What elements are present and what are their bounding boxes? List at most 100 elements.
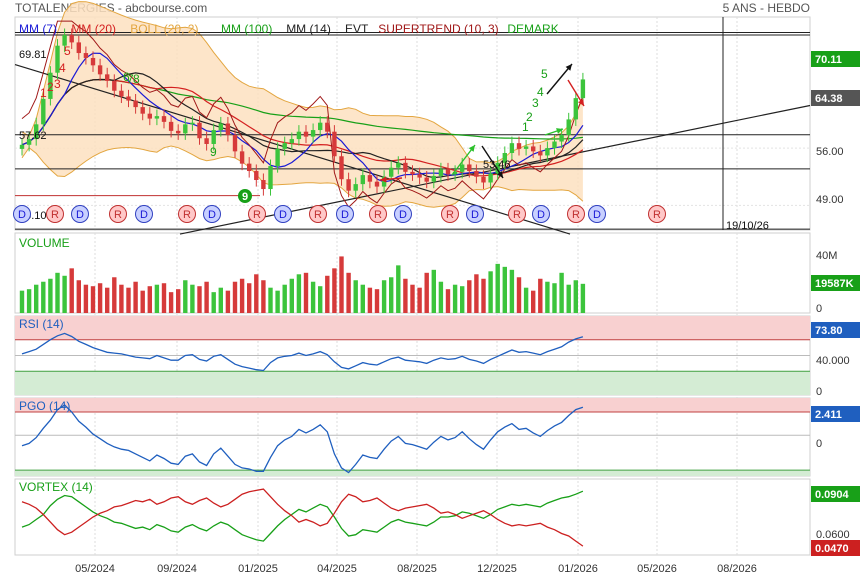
candle-body: [389, 167, 394, 177]
pgo-line: [21, 404, 584, 474]
volume-tick-0: 0: [816, 303, 822, 315]
candle-body: [431, 175, 436, 182]
volume-bar: [389, 277, 394, 313]
earnings-marker-label: D: [279, 209, 287, 221]
candle-body: [268, 166, 273, 190]
candle-body: [183, 124, 188, 134]
demark-count-down: 3: [54, 77, 61, 91]
volume-bar: [41, 281, 46, 313]
arrow-up-black: [546, 63, 573, 95]
earnings-marker-d: [588, 205, 606, 223]
price-tick-56: 56.00: [816, 146, 844, 158]
earnings-marker-r: [178, 205, 196, 223]
volume-bar: [126, 287, 131, 313]
header-left-title: TOTALENERGIES - abcbourse.com: [15, 1, 208, 15]
arrow-down-red-head: [578, 99, 584, 106]
volume-bar: [55, 272, 60, 313]
volume-bar: [254, 274, 259, 313]
volume-bar: [374, 289, 380, 313]
earnings-marker-d: [274, 205, 292, 223]
volume-bar: [509, 269, 515, 313]
arrow-green-up-head: [468, 145, 475, 152]
demark-count-down: 2: [47, 80, 54, 94]
volume-bar: [76, 280, 81, 313]
volume-bar: [176, 289, 181, 313]
panel-frame-4: [14, 478, 811, 556]
arrow-red-left-head: [380, 176, 387, 183]
demark-count-down: 6: [123, 70, 130, 84]
candle-body: [19, 144, 25, 149]
volume-bar: [417, 287, 422, 313]
volume-bar: [488, 271, 493, 313]
volume-bar: [197, 286, 202, 313]
legend-item: MM (20): [71, 22, 116, 36]
candle-body: [90, 57, 96, 66]
supertrend-line: [21, 20, 584, 208]
pgo-badge: 2.411: [815, 409, 842, 421]
legend-item: MM (7): [19, 22, 57, 36]
earnings-marker-label: D: [593, 209, 601, 221]
candle-body: [303, 131, 309, 137]
candle-body: [83, 53, 89, 58]
candle-body: [481, 176, 486, 183]
candle-body: [488, 173, 493, 183]
candle-body: [76, 42, 81, 54]
volume-bar: [69, 268, 74, 313]
arrow-right-green-head: [556, 128, 563, 134]
volume-bar: [360, 284, 365, 313]
candle-body: [566, 119, 571, 135]
earnings-marker-d: [135, 205, 153, 223]
candle-body: [26, 139, 32, 145]
candle-body: [140, 107, 145, 114]
vortex-badge-plus: 0.0904: [815, 489, 850, 501]
legend-item: MM (100): [221, 22, 272, 36]
volume-bar: [403, 278, 408, 313]
volume-bar: [332, 268, 337, 313]
annotation-53: 53.46: [483, 159, 511, 171]
candle-body: [438, 169, 444, 176]
candle-body: [346, 179, 351, 191]
volume-bar: [154, 284, 160, 313]
earnings-marker-label: R: [183, 209, 191, 221]
earnings-marker-r: [309, 205, 327, 223]
volume-bar: [460, 286, 465, 313]
volume-bar: [303, 272, 309, 313]
rsi-tick-40: 40.000: [816, 355, 850, 367]
earnings-marker-r: [369, 205, 387, 223]
earnings-marker-label: R: [51, 209, 59, 221]
candle-body: [516, 143, 522, 149]
bollinger-band-fill: [22, 1, 583, 208]
rsi-title: RSI (14): [19, 317, 64, 331]
candle-body: [545, 148, 550, 156]
earnings-marker-d: [394, 205, 412, 223]
volume-bar: [119, 284, 124, 313]
vortex-badge-minus: 0.0470: [815, 543, 849, 555]
candle-body: [239, 151, 245, 164]
x-tick-label: 08/2026: [717, 563, 757, 575]
volume-bar: [552, 283, 557, 313]
candle-body: [353, 184, 358, 191]
candle-body: [552, 141, 557, 149]
volume-bar: [183, 280, 188, 313]
vortex-tick: 0.0600: [816, 529, 850, 541]
candle-body: [261, 180, 266, 190]
volume-bar: [282, 284, 287, 313]
candle-body: [523, 146, 529, 149]
annotation-date: 19/10/26: [726, 220, 769, 232]
earnings-marker-label: R: [314, 209, 322, 221]
candle-body: [275, 148, 280, 167]
candle-body: [318, 122, 323, 131]
pgo-oversold-zone: [15, 470, 810, 476]
volume-bar: [431, 269, 436, 313]
candle-body: [55, 45, 60, 73]
legend-item: BOLL (20, 2): [130, 22, 198, 36]
candle-body: [247, 163, 252, 172]
volume-bar: [531, 290, 536, 313]
volume-bar: [481, 278, 486, 313]
candle-body: [403, 162, 408, 172]
candle-body: [34, 124, 39, 140]
earnings-marker-label: R: [253, 209, 261, 221]
mm7-line: [21, 52, 584, 183]
vortex-line-1: [21, 488, 584, 547]
candle-body: [119, 90, 124, 97]
